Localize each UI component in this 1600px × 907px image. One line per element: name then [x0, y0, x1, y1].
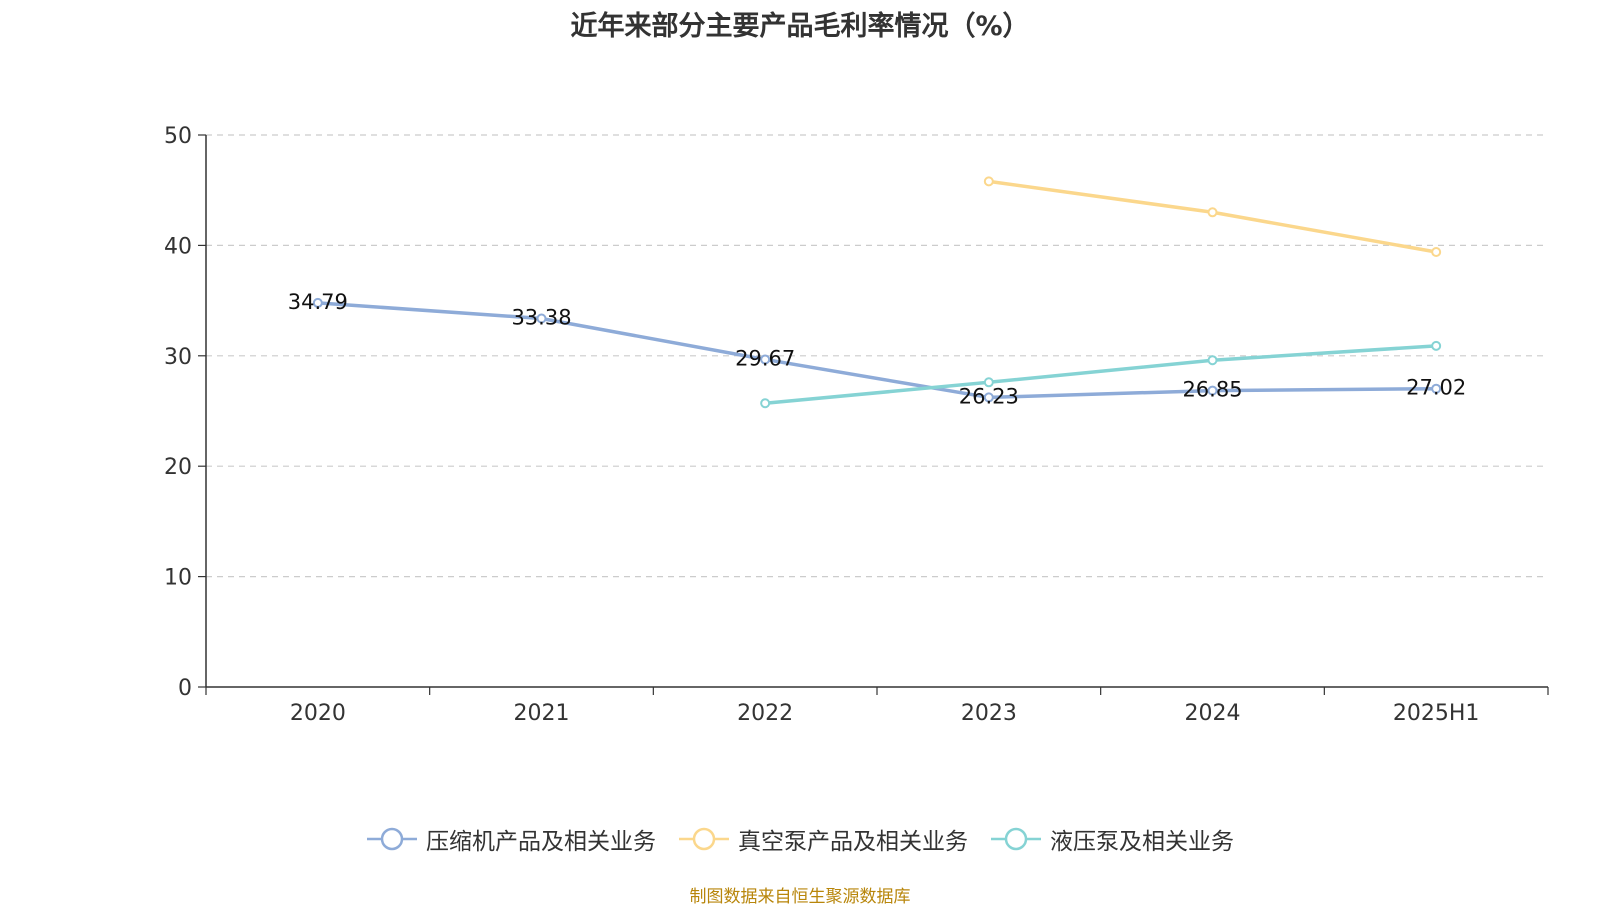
- chart-title: 近年来部分主要产品毛利率情况（%）: [570, 11, 1030, 42]
- data-point: [1431, 247, 1442, 258]
- legend-label: 液压泵及相关业务: [1050, 829, 1234, 855]
- source-note: 制图数据来自恒生聚源数据库: [689, 887, 911, 907]
- data-label: 26.23: [959, 384, 1019, 408]
- data-point: [1207, 385, 1218, 396]
- legend-swatch-marker: [1004, 827, 1028, 851]
- x-tick-label: 2021: [514, 701, 570, 726]
- legend: 压缩机产品及相关业务 真空泵产品及相关业务 液压泵及相关业务: [0, 822, 1600, 856]
- legend-swatch-icon: [991, 827, 1041, 851]
- y-tick-label: 40: [164, 234, 192, 259]
- x-tick-label: 2025H1: [1393, 701, 1480, 726]
- data-label: 33.38: [511, 305, 571, 329]
- data-label: 34.79: [288, 290, 348, 314]
- data-point: [312, 297, 323, 308]
- x-tick-label: 2022: [737, 701, 793, 726]
- data-point: [760, 354, 771, 365]
- legend-swatch-icon: [679, 827, 729, 851]
- series-lines: [312, 176, 1442, 409]
- x-tick-label: 2020: [290, 701, 346, 726]
- grid-lines: [206, 134, 1548, 578]
- y-tick-label: 30: [164, 345, 192, 370]
- axes: 0 10 20 30 40 50 2020 2021 2022 2023 2024 2025H1: [164, 124, 1549, 726]
- data-point: [1431, 340, 1442, 351]
- legend-label: 压缩机产品及相关业务: [426, 829, 656, 855]
- series-line-3: [763, 344, 1438, 406]
- legend-swatch-marker: [692, 827, 716, 851]
- y-tick-label: 20: [164, 455, 192, 480]
- data-point: [983, 392, 994, 403]
- data-point: [983, 377, 994, 388]
- legend-item-3[interactable]: 液压泵及相关业务: [990, 822, 1234, 856]
- x-tick-label: 2023: [961, 701, 1017, 726]
- legend-swatch-marker: [380, 827, 404, 851]
- legend-item-2[interactable]: 真空泵产品及相关业务: [678, 822, 968, 856]
- data-point: [1207, 355, 1218, 366]
- y-tick-label: 50: [164, 124, 192, 149]
- series-line-1: [316, 301, 1438, 400]
- y-tick-label: 0: [178, 676, 192, 701]
- data-point: [760, 398, 771, 409]
- legend-label: 真空泵产品及相关业务: [738, 829, 968, 855]
- legend-item-1[interactable]: 压缩机产品及相关业务: [366, 822, 656, 856]
- data-point: [1431, 383, 1442, 394]
- data-label: 29.67: [735, 346, 795, 370]
- legend-swatch-icon: [367, 827, 417, 851]
- data-label: 26.85: [1182, 378, 1242, 402]
- x-tick-label: 2024: [1185, 701, 1241, 726]
- data-point: [983, 176, 994, 187]
- data-labels: 34.79 33.38 29.67 26.23 26.85 27.02: [288, 290, 1466, 409]
- data-label: 27.02: [1406, 376, 1466, 400]
- data-point: [536, 313, 547, 324]
- data-point: [1207, 207, 1218, 218]
- y-tick-label: 10: [164, 566, 192, 591]
